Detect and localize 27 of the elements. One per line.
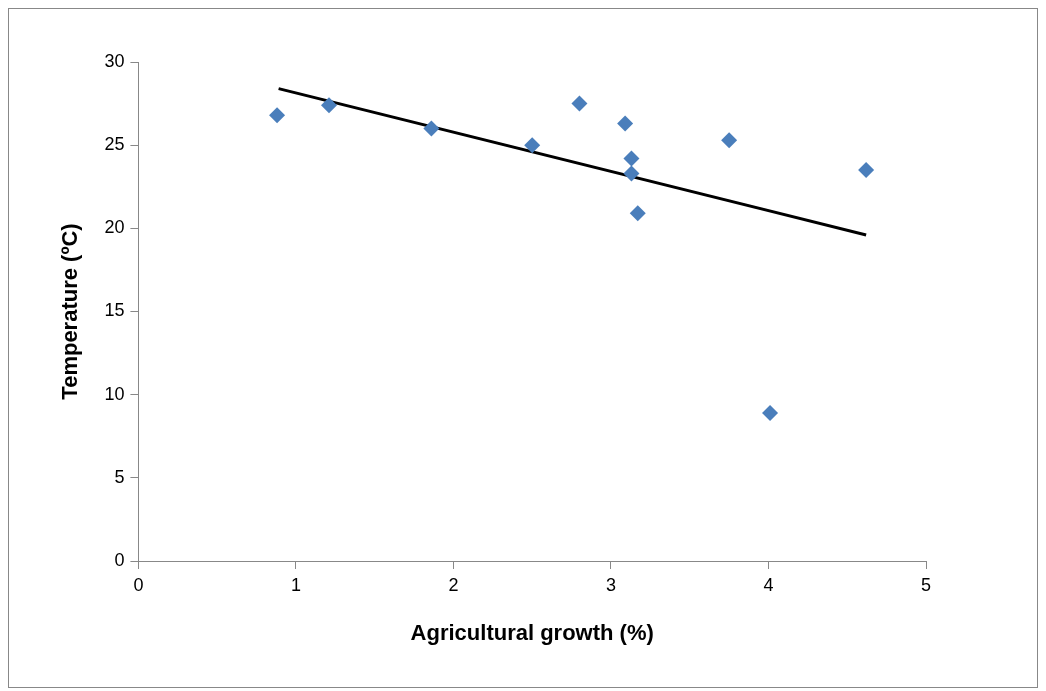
point [571,95,588,112]
y-tick-label: 20 [104,217,125,238]
point [762,404,779,421]
x-tick-label: 3 [605,574,616,595]
point [623,165,640,182]
y-axis-title: Temperature (ºC) [57,223,83,400]
point [617,115,634,132]
point [524,137,541,154]
y-tick-label: 5 [114,466,125,487]
x-tick-label: 2 [448,574,459,595]
y-tick-label: 15 [104,300,125,321]
point [423,120,440,137]
x-tick-label: 1 [290,574,301,595]
y-tick-label: 30 [104,50,125,71]
point [623,150,640,167]
point [321,97,338,114]
y-tick-label: 0 [114,549,125,570]
y-tick-label: 10 [104,383,125,404]
y-tick-label: 25 [104,134,125,155]
point [858,162,875,179]
x-tick-label: 5 [920,574,932,595]
x-axis-title: Agricultural growth (%) [410,619,654,645]
point [629,205,646,222]
point [721,132,738,149]
point [269,107,286,124]
x-tick-label: 4 [763,574,774,595]
x-tick-label: 0 [133,574,144,595]
